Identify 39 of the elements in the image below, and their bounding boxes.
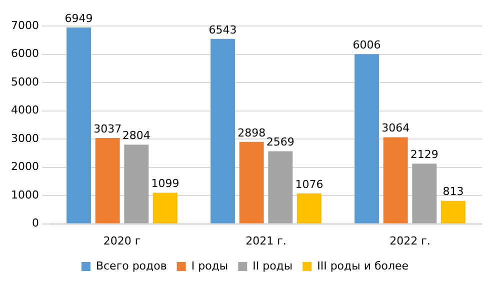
bar	[239, 142, 264, 224]
bar	[124, 144, 149, 224]
legend-label: II роды	[252, 259, 293, 272]
data-label: 2804	[122, 128, 150, 142]
data-label: 2898	[238, 126, 266, 140]
x-tick-label: 2021 г.	[246, 234, 286, 248]
data-label: 3064	[382, 122, 410, 135]
y-tick-label: 0	[32, 216, 39, 230]
bar	[152, 192, 178, 224]
data-label: 6006	[352, 38, 381, 52]
y-tick-label: 5000	[10, 75, 39, 88]
y-tick-label: 3000	[10, 132, 39, 145]
y-tick-label: 4000	[10, 104, 39, 117]
x-tick-label: 2020 г	[103, 234, 141, 248]
data-label: 813	[442, 185, 464, 198]
legend-label: Всего родов	[96, 259, 167, 272]
bar	[210, 38, 236, 224]
legend-label: III роды и более	[317, 259, 409, 272]
bar	[296, 193, 322, 224]
data-label: 1076	[295, 178, 324, 191]
bar	[383, 137, 408, 224]
bar	[268, 151, 293, 224]
data-label: 3037	[94, 122, 122, 136]
legend-label: I роды	[191, 259, 228, 272]
data-label: 2569	[266, 136, 294, 149]
bar	[412, 164, 437, 224]
data-label: 6543	[208, 23, 237, 36]
y-tick-label: 1000	[10, 188, 39, 202]
bar	[354, 54, 380, 224]
bar	[95, 138, 120, 224]
x-tick-label: 2022 г.	[390, 234, 430, 248]
y-tick-label: 7000	[10, 18, 39, 32]
bar	[440, 200, 466, 224]
y-tick-label: 2000	[10, 160, 39, 174]
data-label: 2129	[410, 148, 438, 161]
data-label: 6949	[64, 12, 93, 25]
bar	[66, 27, 92, 224]
y-tick-label: 6000	[10, 47, 39, 60]
data-label: 1099	[151, 177, 180, 190]
